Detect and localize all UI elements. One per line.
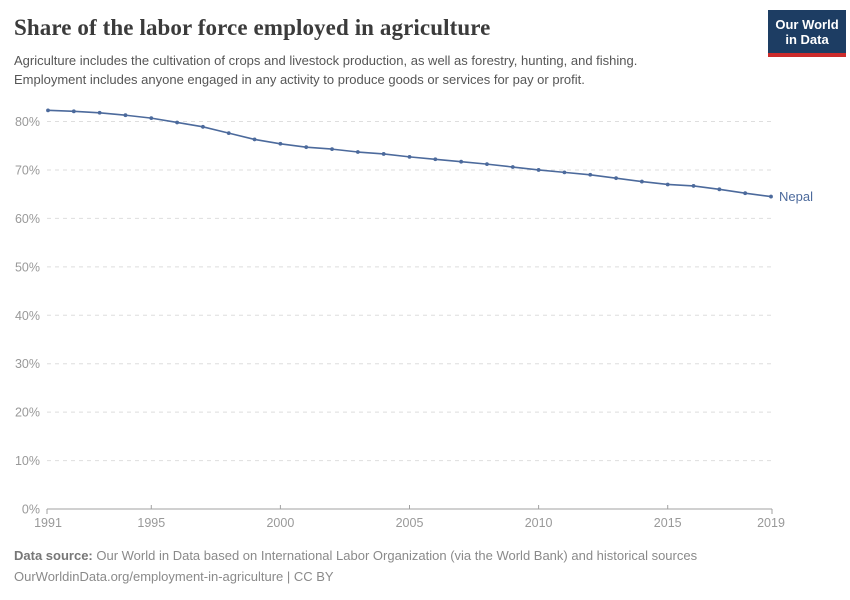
- page-title: Share of the labor force employed in agr…: [14, 15, 491, 40]
- data-point-nepal-1995[interactable]: [149, 116, 154, 121]
- data-point-nepal-1998[interactable]: [226, 131, 231, 136]
- y-axis-tick-label-0: 0%: [22, 503, 40, 517]
- data-point-nepal-2004[interactable]: [381, 152, 386, 156]
- y-axis-tick-label-60: 60%: [15, 212, 40, 226]
- x-axis-tick-label-1995: 1995: [137, 516, 165, 530]
- x-axis-tick-label-2019: 2019: [757, 516, 785, 530]
- data-point-nepal-2007[interactable]: [459, 159, 464, 164]
- data-point-nepal-2009[interactable]: [510, 165, 515, 169]
- y-axis-tick-label-70: 70%: [15, 163, 40, 177]
- owid-logo-line1: Our World: [775, 17, 839, 32]
- data-point-nepal-1994[interactable]: [123, 113, 128, 118]
- data-point-nepal-1999[interactable]: [252, 137, 257, 142]
- data-source-text: Our World in Data based on International…: [92, 548, 698, 563]
- data-point-nepal-2012[interactable]: [588, 172, 593, 177]
- data-point-nepal-1996[interactable]: [175, 120, 180, 125]
- data-point-nepal-2011[interactable]: [562, 170, 567, 175]
- data-point-nepal-2010[interactable]: [536, 168, 541, 172]
- x-axis-tick-label-2015: 2015: [654, 516, 682, 530]
- data-point-nepal-1992[interactable]: [71, 109, 76, 114]
- data-point-nepal-2005[interactable]: [407, 154, 412, 159]
- line-chart-canvas[interactable]: 0% 10% 20% 30% 40% 50% 60% 70% 80% 1991 1995 2000 20…: [0, 95, 850, 543]
- data-point-nepal-2017[interactable]: [717, 187, 722, 192]
- y-axis-tick-label-40: 40%: [15, 309, 40, 323]
- x-axis-tick-label-2000: 2000: [266, 516, 294, 530]
- data-point-nepal-2013[interactable]: [614, 176, 618, 181]
- data-point-nepal-2008[interactable]: [485, 162, 489, 167]
- subtitle-line-2: Employment includes anyone engaged in an…: [14, 72, 585, 87]
- citation-url-line[interactable]: OurWorldinData.org/employment-in-agricul…: [14, 569, 334, 584]
- y-axis-tick-label-20: 20%: [15, 406, 40, 420]
- data-point-nepal-2003[interactable]: [355, 150, 360, 154]
- owid-logo-stripe: [768, 53, 846, 57]
- chart-header: Share of the labor force employed in agr…: [14, 14, 754, 89]
- x-axis-tick-label-2010: 2010: [525, 516, 553, 530]
- y-axis-tick-label-30: 30%: [15, 357, 40, 371]
- data-point-nepal-1997[interactable]: [201, 124, 205, 129]
- data-source-line: Data source: Our World in Data based on …: [14, 545, 814, 566]
- data-source-label: Data source:: [14, 548, 93, 563]
- data-point-nepal-1991[interactable]: [46, 108, 50, 113]
- y-axis-tick-label-80: 80%: [15, 115, 40, 129]
- owid-logo-line2: in Data: [785, 32, 829, 47]
- data-point-nepal-2018[interactable]: [743, 191, 748, 196]
- data-point-nepal-2015[interactable]: [665, 182, 670, 187]
- data-point-nepal-2002[interactable]: [330, 147, 334, 152]
- series-line-nepal[interactable]: [47, 109, 772, 198]
- data-point-nepal-2016[interactable]: [691, 184, 696, 188]
- chart-subtitle: Agriculture includes the cultivation of …: [14, 51, 754, 89]
- y-axis-tick-label-50: 50%: [15, 260, 40, 274]
- x-axis-tick-label-2005: 2005: [396, 516, 424, 530]
- owid-logo[interactable]: Our World in Data: [768, 10, 846, 57]
- y-axis-tick-label-10: 10%: [15, 454, 40, 468]
- x-axis-tick-label-1991: 1991: [34, 516, 62, 530]
- data-point-nepal-2006[interactable]: [433, 157, 438, 162]
- data-point-nepal-2000[interactable]: [278, 141, 283, 146]
- data-point-nepal-2001[interactable]: [304, 145, 309, 150]
- chart-footer: Data source: Our World in Data based on …: [14, 545, 814, 587]
- data-point-nepal-1993[interactable]: [97, 110, 102, 115]
- data-point-nepal-2014[interactable]: [639, 179, 644, 184]
- data-point-nepal-2019[interactable]: [769, 194, 773, 199]
- series-end-label-nepal[interactable]: Nepal: [779, 189, 813, 204]
- subtitle-line-1: Agriculture includes the cultivation of …: [14, 53, 638, 68]
